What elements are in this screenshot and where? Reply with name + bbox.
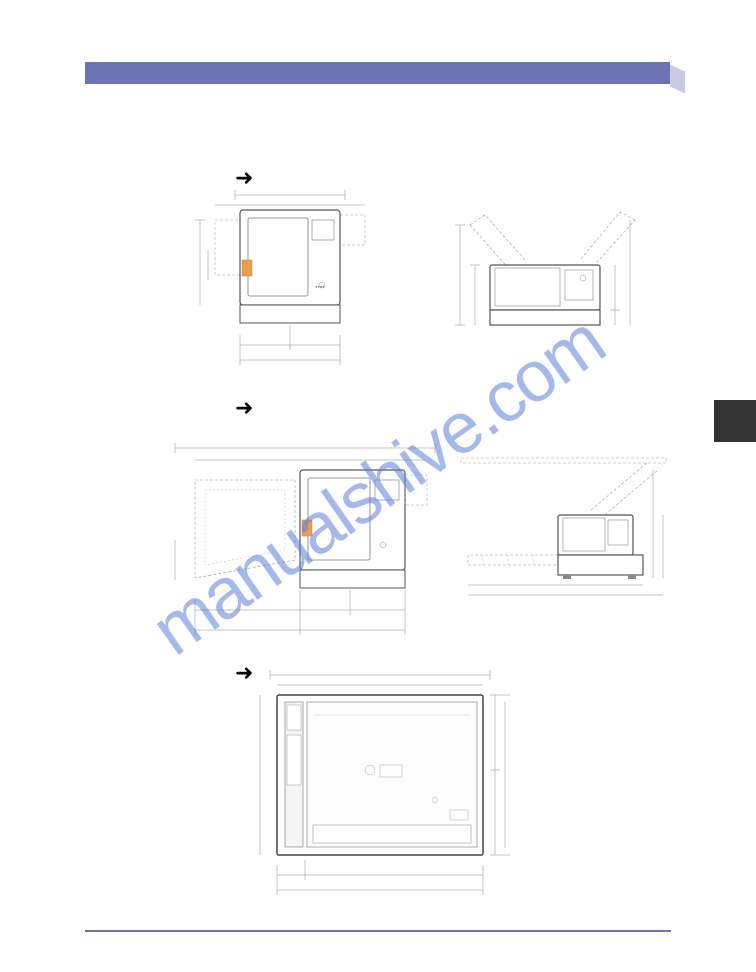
footer-line xyxy=(85,930,671,932)
printer-top-view-1: ●●●● xyxy=(190,190,390,370)
header-bar xyxy=(85,62,670,84)
svg-text:●●●●: ●●●● xyxy=(315,284,325,289)
manual-page: manualshive.com ➜ xyxy=(0,0,756,972)
printer-with-tray-top xyxy=(165,440,445,640)
diagram-section-1: ➜ ●●●● xyxy=(235,165,253,191)
chapter-tab xyxy=(714,400,756,442)
diagram-section-3: ➜ xyxy=(235,660,253,686)
diagram-section-2: ➜ xyxy=(235,395,253,421)
printer-side-view-1 xyxy=(435,210,645,340)
arrow-icon: ➜ xyxy=(235,395,253,421)
arrow-icon: ➜ xyxy=(235,165,253,191)
printer-internal-view xyxy=(235,670,520,900)
printer-with-tray-side xyxy=(453,450,673,605)
